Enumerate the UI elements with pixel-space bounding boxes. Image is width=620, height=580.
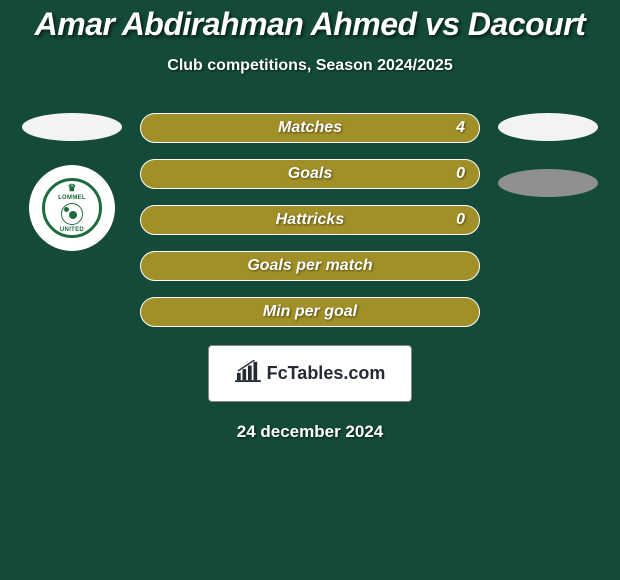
right-player-column <box>498 113 598 197</box>
player2-photo-placeholder <box>498 113 598 141</box>
stat-label: Goals <box>288 165 332 183</box>
stat-value: 4 <box>456 119 465 137</box>
main-row: ♛ LOMMEL UNITED Matches 4 Goals 0 Hattri… <box>0 113 620 327</box>
stats-column: Matches 4 Goals 0 Hattricks 0 Goals per … <box>140 113 480 327</box>
bar-chart-icon <box>235 360 261 387</box>
stat-value: 0 <box>456 211 465 229</box>
branding-badge: FcTables.com <box>208 345 413 402</box>
club-logo-inner: ♛ LOMMEL UNITED <box>42 178 102 238</box>
player1-club-logo: ♛ LOMMEL UNITED <box>29 165 115 251</box>
stat-label: Matches <box>278 119 342 137</box>
stat-label: Min per goal <box>263 303 357 321</box>
crown-icon: ♛ <box>67 184 76 194</box>
stat-bar-min-per-goal: Min per goal <box>140 297 480 327</box>
player2-club-placeholder <box>498 169 598 197</box>
season-subtitle: Club competitions, Season 2024/2025 <box>0 57 620 75</box>
stat-label: Goals per match <box>247 257 372 275</box>
soccer-ball-icon <box>61 203 83 225</box>
left-player-column: ♛ LOMMEL UNITED <box>22 113 122 251</box>
club-name-top: LOMMEL <box>58 195 86 201</box>
stat-bar-goals-per-match: Goals per match <box>140 251 480 281</box>
branding-text: FcTables.com <box>267 363 386 384</box>
stat-bar-hattricks: Hattricks 0 <box>140 205 480 235</box>
club-name-bottom: UNITED <box>60 227 84 233</box>
player1-photo-placeholder <box>22 113 122 141</box>
stat-bar-goals: Goals 0 <box>140 159 480 189</box>
infographic-container: Amar Abdirahman Ahmed vs Dacourt Club co… <box>0 0 620 580</box>
stat-bar-matches: Matches 4 <box>140 113 480 143</box>
generation-date: 24 december 2024 <box>0 422 620 442</box>
stat-label: Hattricks <box>276 211 344 229</box>
stat-value: 0 <box>456 165 465 183</box>
comparison-title: Amar Abdirahman Ahmed vs Dacourt <box>0 6 620 43</box>
